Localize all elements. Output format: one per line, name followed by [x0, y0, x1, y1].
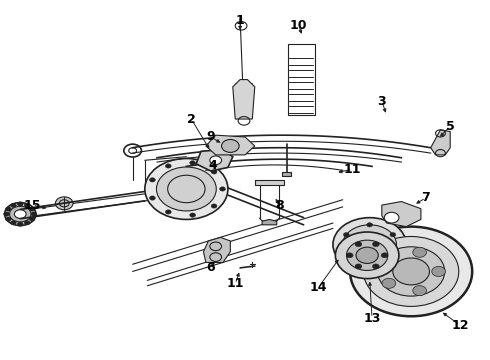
Circle shape	[390, 252, 396, 257]
Circle shape	[29, 207, 35, 211]
Circle shape	[31, 212, 37, 216]
Polygon shape	[262, 220, 277, 225]
Polygon shape	[431, 130, 450, 155]
Circle shape	[372, 264, 379, 269]
Circle shape	[149, 178, 155, 182]
Circle shape	[5, 207, 11, 211]
Circle shape	[165, 164, 171, 168]
Circle shape	[381, 253, 388, 258]
Text: 13: 13	[364, 311, 381, 325]
Circle shape	[393, 258, 429, 285]
Polygon shape	[255, 180, 284, 185]
Polygon shape	[196, 149, 233, 171]
Circle shape	[335, 232, 399, 279]
Circle shape	[145, 158, 228, 220]
Circle shape	[165, 210, 171, 214]
Circle shape	[346, 240, 388, 270]
Circle shape	[210, 156, 221, 165]
Circle shape	[211, 204, 217, 208]
Text: 9: 9	[206, 130, 215, 144]
Circle shape	[333, 218, 406, 271]
Circle shape	[10, 203, 16, 207]
Polygon shape	[203, 237, 230, 262]
Circle shape	[343, 233, 349, 237]
Text: 11: 11	[226, 278, 244, 291]
Circle shape	[343, 225, 396, 264]
Circle shape	[356, 247, 378, 264]
Circle shape	[29, 217, 35, 221]
Text: 8: 8	[275, 199, 284, 212]
Circle shape	[17, 202, 23, 206]
Text: 11: 11	[344, 163, 361, 176]
Circle shape	[413, 247, 426, 257]
Text: 6: 6	[206, 261, 215, 274]
Circle shape	[432, 266, 445, 276]
Circle shape	[346, 253, 353, 258]
Circle shape	[413, 285, 426, 296]
Circle shape	[390, 233, 396, 237]
Text: 7: 7	[421, 192, 430, 204]
Circle shape	[149, 196, 155, 200]
Polygon shape	[206, 135, 255, 155]
Circle shape	[55, 197, 73, 210]
Circle shape	[221, 139, 239, 152]
Circle shape	[355, 242, 362, 247]
Circle shape	[382, 255, 396, 265]
Circle shape	[367, 223, 372, 227]
Text: 10: 10	[290, 19, 308, 32]
Circle shape	[382, 278, 396, 288]
Circle shape	[24, 203, 30, 207]
Circle shape	[367, 262, 372, 266]
Circle shape	[190, 161, 196, 165]
Circle shape	[190, 213, 196, 217]
Text: 5: 5	[446, 120, 455, 133]
Polygon shape	[382, 202, 421, 226]
Text: 2: 2	[187, 113, 196, 126]
Circle shape	[10, 221, 16, 225]
Text: 1: 1	[236, 14, 245, 27]
Circle shape	[4, 203, 36, 226]
Text: 14: 14	[310, 281, 327, 294]
Polygon shape	[282, 172, 292, 176]
Text: 3: 3	[377, 95, 386, 108]
Circle shape	[5, 217, 11, 221]
Circle shape	[350, 226, 472, 316]
Circle shape	[372, 242, 379, 247]
Circle shape	[355, 264, 362, 269]
Circle shape	[17, 222, 23, 226]
Text: 4: 4	[209, 159, 218, 172]
Circle shape	[156, 167, 216, 211]
Circle shape	[24, 221, 30, 225]
Circle shape	[384, 212, 399, 223]
Circle shape	[364, 237, 459, 306]
Circle shape	[220, 187, 225, 191]
Circle shape	[14, 210, 26, 219]
Circle shape	[377, 247, 445, 296]
Circle shape	[3, 212, 9, 216]
Text: 15: 15	[24, 199, 41, 212]
Circle shape	[211, 170, 217, 174]
Polygon shape	[233, 80, 255, 119]
Circle shape	[343, 252, 349, 257]
Circle shape	[9, 206, 31, 222]
Text: 12: 12	[451, 319, 469, 332]
